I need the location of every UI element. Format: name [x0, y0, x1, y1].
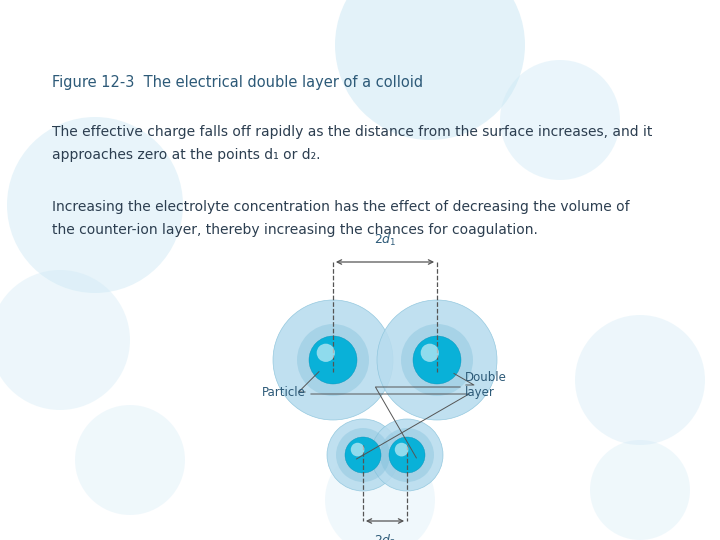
Circle shape [575, 315, 705, 445]
Circle shape [335, 0, 525, 140]
Circle shape [336, 428, 390, 482]
Circle shape [401, 324, 473, 396]
Circle shape [590, 440, 690, 540]
Circle shape [75, 405, 185, 515]
Text: $2d_1$: $2d_1$ [374, 232, 396, 248]
Text: Figure 12-3  The electrical double layer of a colloid: Figure 12-3 The electrical double layer … [52, 75, 423, 90]
Circle shape [389, 437, 425, 473]
Circle shape [371, 419, 443, 491]
Text: Increasing the electrolyte concentration has the effect of decreasing the volume: Increasing the electrolyte concentration… [52, 200, 629, 214]
Circle shape [395, 443, 408, 456]
Text: Particle: Particle [262, 386, 306, 399]
Circle shape [309, 336, 357, 384]
Text: the counter-ion layer, thereby increasing the chances for coagulation.: the counter-ion layer, thereby increasin… [52, 223, 538, 237]
Circle shape [327, 419, 399, 491]
Text: approaches zero at the points d₁ or d₂.: approaches zero at the points d₁ or d₂. [52, 148, 320, 162]
Text: The effective charge falls off rapidly as the distance from the surface increase: The effective charge falls off rapidly a… [52, 125, 652, 139]
Circle shape [273, 300, 393, 420]
Circle shape [420, 343, 439, 362]
Circle shape [297, 324, 369, 396]
Circle shape [7, 117, 183, 293]
Circle shape [351, 443, 364, 456]
Circle shape [0, 270, 130, 410]
Circle shape [325, 445, 435, 540]
Circle shape [345, 437, 381, 473]
Text: Double
layer: Double layer [465, 371, 507, 399]
Circle shape [377, 300, 497, 420]
Circle shape [500, 60, 620, 180]
Circle shape [317, 343, 335, 362]
Circle shape [413, 336, 461, 384]
Text: $2d_2$: $2d_2$ [374, 533, 396, 540]
Circle shape [380, 428, 434, 482]
